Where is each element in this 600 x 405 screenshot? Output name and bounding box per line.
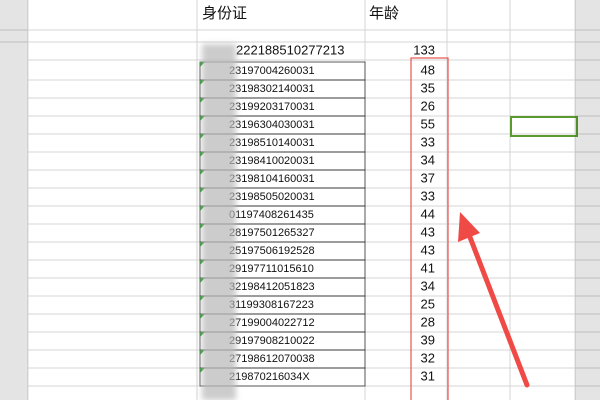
age: 25 xyxy=(421,296,435,311)
age: 133 xyxy=(413,42,435,57)
id-number: 23199203170031 xyxy=(229,101,315,113)
id-number: 29197908210022 xyxy=(229,335,315,347)
left-overlay xyxy=(0,0,28,400)
right-overlay xyxy=(575,0,600,400)
age: 39 xyxy=(421,332,435,347)
age: 37 xyxy=(421,170,435,185)
age: 55 xyxy=(421,116,435,131)
id-number: 23198410020031 xyxy=(229,155,315,167)
rows: 222188510277213 133 23197004260031 48 231983… xyxy=(28,42,600,387)
age: 44 xyxy=(421,206,435,221)
id-number: 222188510277213 xyxy=(236,42,344,57)
id-number: 23198302140031 xyxy=(229,83,315,95)
blurred-region xyxy=(202,44,236,400)
selected-cell xyxy=(510,116,578,137)
age: 43 xyxy=(421,242,435,257)
id-number: 23197004260031 xyxy=(229,65,315,77)
age: 34 xyxy=(421,152,435,167)
id-number: 23196304030031 xyxy=(229,119,315,131)
id-number: 27198612070038 xyxy=(229,353,315,365)
age: 31 xyxy=(421,368,435,383)
id-number: 29197711015610 xyxy=(229,263,314,275)
id-number: 31199308167223 xyxy=(229,299,314,311)
age: 34 xyxy=(421,278,435,293)
age: 41 xyxy=(421,260,435,275)
id-number: 219870216034X xyxy=(229,371,310,383)
id-number: 28197501265327 xyxy=(229,227,315,239)
id-number: 27199004022712 xyxy=(229,317,315,329)
age: 48 xyxy=(421,62,435,77)
id-cell xyxy=(199,367,366,387)
id-number: 23198505020031 xyxy=(229,191,315,203)
age: 33 xyxy=(421,188,435,203)
age: 43 xyxy=(421,224,435,239)
age: 26 xyxy=(421,98,435,113)
id-number: 23198104160031 xyxy=(229,173,315,185)
age: 32 xyxy=(421,350,435,365)
id-number: 32198412051823 xyxy=(229,281,315,293)
id-number: 01197408261435 xyxy=(229,209,314,221)
age: 33 xyxy=(421,134,435,149)
id-header: 身份证 xyxy=(202,5,247,22)
age: 35 xyxy=(421,80,435,95)
age: 28 xyxy=(421,314,435,329)
arrow xyxy=(458,212,530,388)
id-number: 25197506192528 xyxy=(229,245,315,257)
id-number: 23198510140031 xyxy=(229,137,315,149)
age-header: 年龄 xyxy=(369,5,399,22)
